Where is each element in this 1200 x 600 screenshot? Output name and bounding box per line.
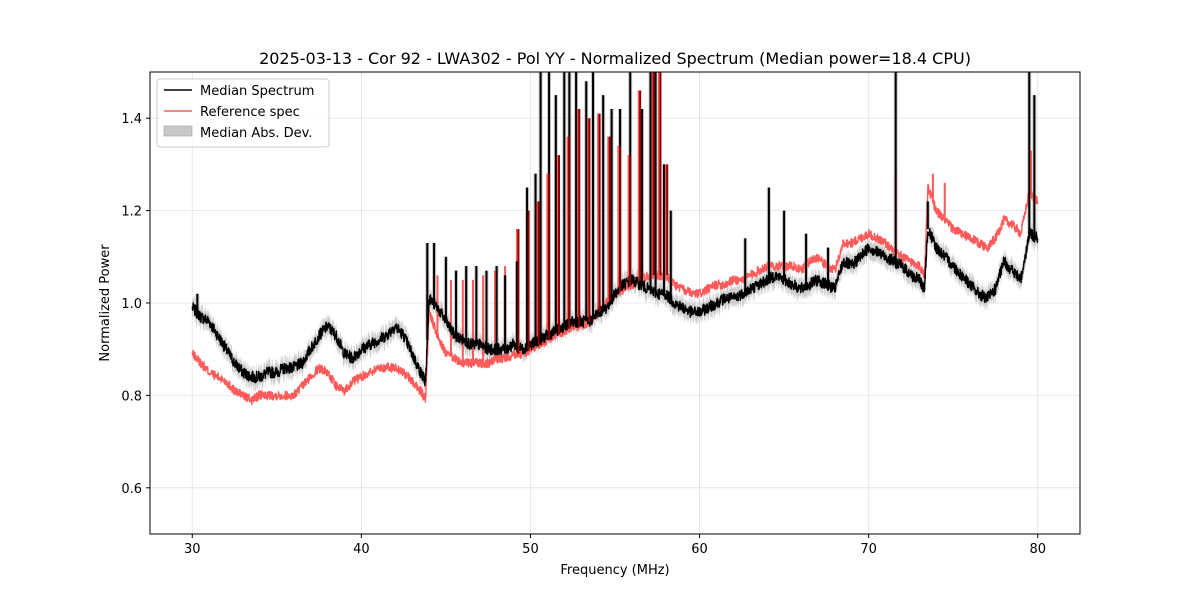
legend-box [156,78,330,148]
y-tick-label: 0.8 [121,389,142,404]
y-tick-label: 1.0 [121,297,142,312]
x-tick-label: 30 [184,542,201,557]
median-spectrum-line [191,228,1039,387]
legend-mad-swatch [163,125,193,137]
legend-reference-label: Reference spec [200,105,300,120]
x-tick-label: 40 [353,542,370,557]
legend-mad-label: Median Abs. Dev. [200,126,312,141]
mad-band [192,219,1038,395]
y-tick-label: 0.6 [121,482,142,497]
y-axis-label: Normalized Power [98,244,113,362]
grid [150,72,1080,534]
chart-title: 2025-03-13 - Cor 92 - LWA302 - Pol YY - … [259,49,971,68]
median-layer [191,72,1039,387]
legend: Median Spectrum Reference spec Median Ab… [156,78,330,148]
y-axis-ticks: 0.6 0.8 1.0 1.2 1.4 [121,112,150,497]
x-tick-label: 70 [860,542,877,557]
x-tick-label: 60 [691,542,708,557]
x-tick-label: 50 [522,542,539,557]
x-axis-label: Frequency (MHz) [560,563,669,578]
x-axis-ticks: 30 40 50 60 70 80 [184,534,1046,557]
y-tick-label: 1.2 [121,205,142,220]
y-tick-label: 1.4 [121,112,142,127]
x-tick-label: 80 [1029,542,1046,557]
legend-median-label: Median Spectrum [200,84,314,99]
